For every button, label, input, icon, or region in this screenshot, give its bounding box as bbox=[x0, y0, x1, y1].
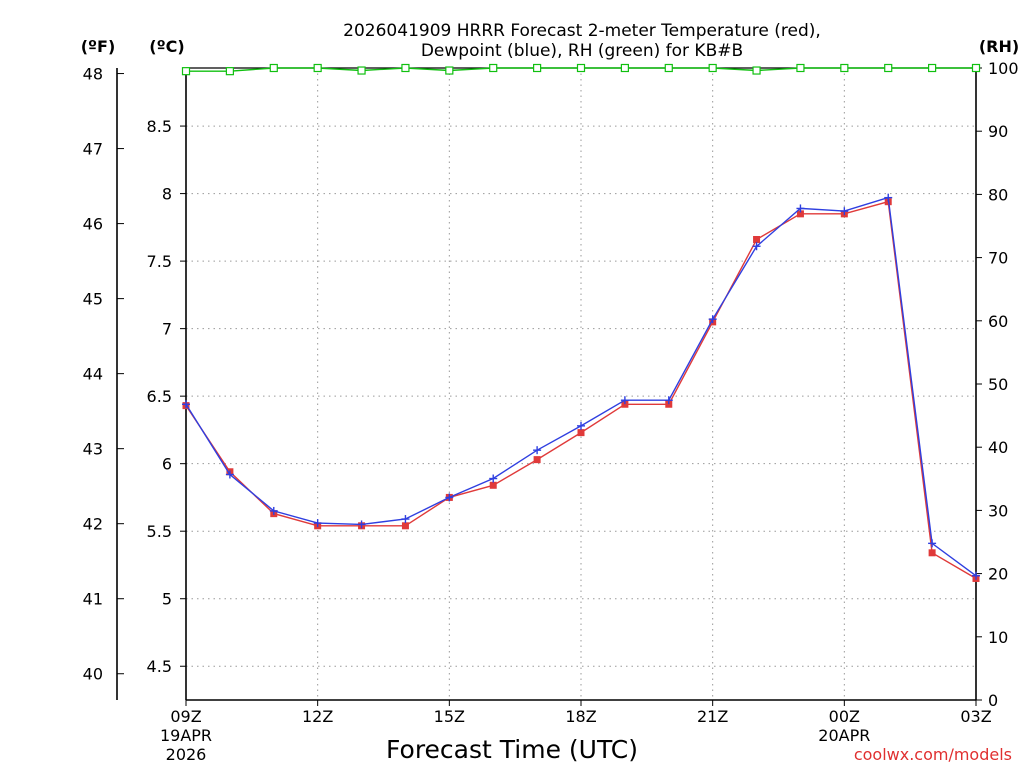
celsius-tick-label: 5 bbox=[162, 590, 172, 609]
dewpoint-point bbox=[489, 474, 498, 483]
rh-point bbox=[620, 63, 629, 73]
fahrenheit-tick-label: 46 bbox=[83, 215, 103, 234]
temperature-point bbox=[796, 210, 804, 218]
rh-point bbox=[664, 63, 673, 73]
dewpoint-point bbox=[972, 571, 980, 580]
rh-tick-label: 40 bbox=[988, 438, 1008, 457]
dewpoint-point bbox=[664, 396, 673, 405]
dewpoint-point bbox=[752, 242, 761, 251]
rh-tick-label: 50 bbox=[988, 375, 1008, 394]
dewpoint-point bbox=[840, 207, 849, 216]
fahrenheit-tick-label: 41 bbox=[83, 590, 103, 609]
temperature-point bbox=[665, 400, 673, 408]
temperature-point bbox=[753, 236, 761, 244]
rh-point bbox=[489, 63, 498, 73]
dewpoint-point bbox=[708, 315, 717, 324]
x-tick-label: 15Z bbox=[434, 707, 465, 726]
celsius-tick-label: 6.5 bbox=[147, 387, 172, 406]
rh-tick-label: 80 bbox=[988, 185, 1008, 204]
x-axis-label: Forecast Time (UTC) bbox=[386, 735, 638, 764]
fahrenheit-tick-label: 42 bbox=[83, 515, 103, 534]
rh-point bbox=[401, 63, 410, 73]
credit-text: coolwx.com/models bbox=[854, 745, 1012, 764]
x-tick-label: 00Z bbox=[829, 707, 860, 726]
rh-tick-label: 70 bbox=[988, 249, 1008, 268]
rh-point bbox=[752, 66, 761, 75]
celsius-tick-label: 7.5 bbox=[147, 252, 172, 271]
celsius-unit-label: (ºC) bbox=[149, 37, 184, 56]
rh-point bbox=[313, 63, 322, 73]
temperature-point bbox=[577, 429, 585, 437]
dewpoint-point bbox=[928, 539, 937, 548]
rh-unit-label: (RH) bbox=[979, 37, 1019, 56]
rh-point bbox=[576, 63, 586, 73]
fahrenheit-tick-label: 48 bbox=[83, 65, 103, 84]
rh-point bbox=[445, 66, 454, 75]
rh-point bbox=[269, 63, 278, 73]
celsius-tick-label: 8 bbox=[162, 185, 172, 204]
rh-tick-label: 60 bbox=[988, 312, 1008, 331]
temperature-point bbox=[928, 549, 936, 557]
rh-point bbox=[533, 63, 542, 73]
x-tick-date-label: 20APR bbox=[818, 726, 870, 745]
rh-tick-label: 30 bbox=[988, 501, 1008, 520]
dewpoint-point bbox=[577, 421, 585, 430]
dewpoint-point bbox=[182, 400, 190, 409]
temperature-point bbox=[533, 456, 541, 464]
temperature-point bbox=[621, 400, 629, 408]
celsius-tick-label: 6 bbox=[162, 455, 172, 474]
dewpoint-point bbox=[401, 515, 410, 524]
temperature-line bbox=[185, 200, 977, 580]
dewpoint-point bbox=[884, 193, 893, 202]
fahrenheit-tick-label: 43 bbox=[83, 440, 103, 459]
rh-point bbox=[840, 63, 849, 73]
fahrenheit-unit-label: (ºF) bbox=[81, 37, 116, 56]
x-tick-label: 09Z bbox=[170, 707, 201, 726]
dewpoint-point bbox=[225, 470, 234, 479]
celsius-tick-label: 7 bbox=[162, 320, 172, 339]
dewpoint-point bbox=[313, 519, 322, 528]
rh-tick-label: 90 bbox=[988, 122, 1008, 141]
rh-tick-label: 20 bbox=[988, 565, 1008, 584]
dewpoint-point bbox=[796, 204, 805, 213]
temperature-point bbox=[489, 481, 497, 489]
rh-point bbox=[928, 63, 937, 73]
rh-tick-label: 100 bbox=[988, 59, 1019, 78]
celsius-tick-label: 4.5 bbox=[147, 657, 172, 676]
x-tick-label: 21Z bbox=[697, 707, 728, 726]
rh-tick-label: 0 bbox=[988, 691, 998, 710]
fahrenheit-tick-label: 40 bbox=[83, 665, 103, 684]
rh-point bbox=[357, 66, 366, 75]
celsius-tick-label: 5.5 bbox=[147, 522, 172, 541]
chart-title-line-1: 2026041909 HRRR Forecast 2-meter Tempera… bbox=[343, 21, 821, 41]
rh-point bbox=[181, 67, 191, 76]
fahrenheit-tick-label: 45 bbox=[83, 290, 103, 309]
temperature-point bbox=[401, 522, 409, 530]
celsius-tick-label: 8.5 bbox=[147, 117, 172, 136]
rh-point bbox=[971, 63, 981, 73]
dewpoint-point bbox=[269, 506, 278, 515]
x-tick-label: 12Z bbox=[302, 707, 333, 726]
rh-point bbox=[225, 67, 234, 76]
rh-point bbox=[884, 63, 893, 73]
x-tick-label: 03Z bbox=[960, 707, 991, 726]
rh-tick-label: 10 bbox=[988, 628, 1008, 647]
x-tick-date-label: 19APR bbox=[160, 726, 212, 745]
dewpoint-point bbox=[620, 396, 629, 405]
rh-point bbox=[708, 63, 717, 73]
dewpoint-point bbox=[357, 520, 366, 529]
fahrenheit-tick-label: 44 bbox=[83, 365, 103, 384]
fahrenheit-tick-label: 47 bbox=[83, 140, 103, 159]
rh-point bbox=[796, 63, 805, 73]
x-tick-year-label: 2026 bbox=[166, 745, 207, 764]
dewpoint-point bbox=[445, 493, 454, 502]
chart-title-line-2: Dewpoint (blue), RH (green) for KB#B bbox=[421, 41, 743, 61]
x-tick-label: 18Z bbox=[565, 707, 596, 726]
dewpoint-point bbox=[533, 446, 542, 455]
